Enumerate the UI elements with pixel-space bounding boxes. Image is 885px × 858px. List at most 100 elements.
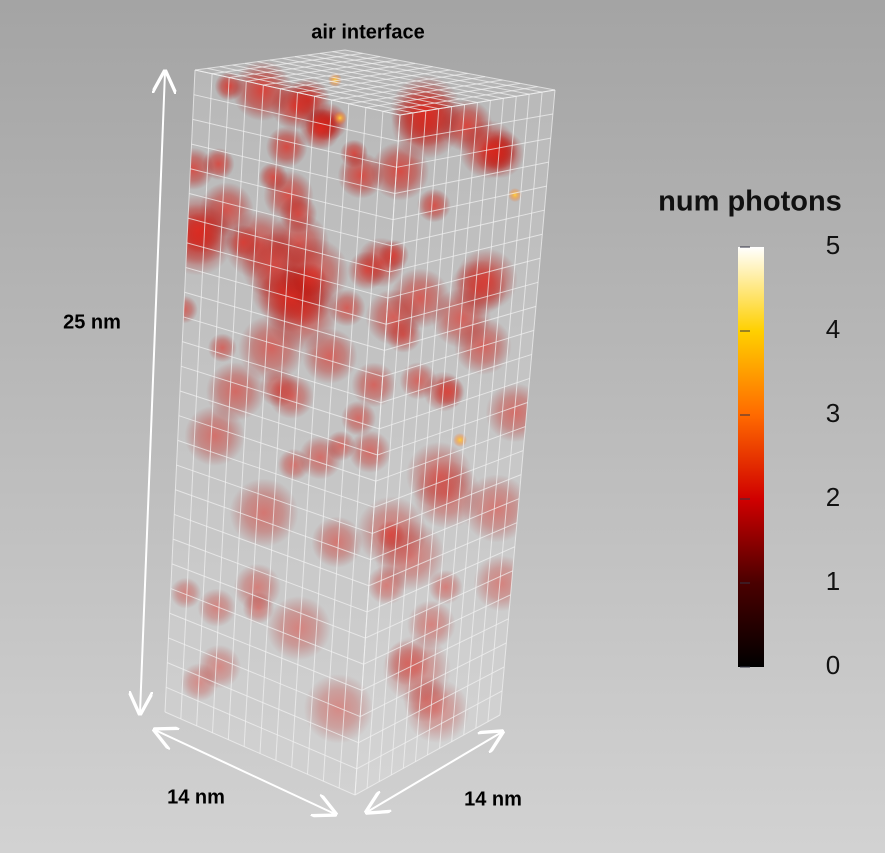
grid-line [175, 489, 371, 561]
colorbar-tick-label: 0 [826, 650, 840, 680]
width-arrow-left [155, 730, 335, 814]
grid-line [391, 209, 545, 247]
density-blob [347, 251, 387, 290]
box-top-face [195, 50, 555, 115]
grid-line [169, 612, 363, 691]
grid-line [178, 415, 376, 482]
grid-line [372, 474, 522, 534]
grid-line [359, 642, 507, 717]
grid-line [368, 522, 518, 587]
grid-line [232, 64, 439, 110]
density-blob [229, 478, 299, 548]
grid-line [177, 439, 375, 508]
grid-line [191, 143, 395, 194]
density-blob [170, 577, 202, 609]
colorbar [738, 247, 764, 667]
grid-line [186, 242, 389, 299]
grid-line [294, 56, 504, 99]
density-blob [458, 119, 519, 179]
density-blob [417, 188, 451, 223]
density-blob [351, 362, 397, 408]
colorbar-tick-label: 5 [826, 230, 840, 260]
grid-line [344, 49, 556, 91]
grid-line [394, 161, 549, 194]
density-blob [269, 373, 315, 420]
grid-line [382, 329, 534, 378]
grid-line [370, 498, 520, 561]
density-blob [405, 441, 473, 509]
density-blob [225, 224, 261, 260]
colorbar-title: num photons [658, 186, 842, 218]
density-blob [303, 673, 374, 744]
grid-line [361, 618, 509, 691]
grid-line [193, 94, 399, 142]
grid-line [379, 377, 530, 430]
grid-line [366, 546, 516, 613]
grid-line [184, 291, 385, 351]
density-blob [382, 635, 452, 704]
density-blob [428, 569, 463, 605]
density-blob [378, 239, 410, 271]
density-blob [370, 141, 430, 201]
colorbar-tick-label: 4 [826, 314, 840, 344]
grid-line [387, 257, 541, 299]
density-blob [340, 400, 377, 436]
density-blob [197, 644, 242, 689]
density-blob [367, 565, 407, 605]
density-blob [325, 430, 356, 462]
grid-line [244, 62, 452, 108]
grid-line [190, 168, 394, 221]
grid-line [172, 538, 368, 613]
density-blob [328, 289, 366, 327]
grid-line [185, 267, 387, 325]
height-label: 25 nm [63, 311, 121, 333]
hot-spot [508, 188, 522, 202]
density-blob [205, 361, 266, 422]
grid-line [319, 52, 530, 95]
grid-line [219, 66, 426, 112]
grid-line [189, 192, 392, 247]
grid-line [380, 353, 532, 404]
photon-density [165, 60, 545, 744]
density-blob [232, 60, 293, 122]
grid-line [332, 51, 543, 93]
grid-line [168, 637, 361, 718]
density-blob [258, 162, 288, 192]
grid-line [207, 67, 414, 114]
grid-line [187, 217, 390, 273]
grid-line [307, 54, 517, 97]
grid-line [174, 513, 370, 587]
grid-line [373, 450, 524, 508]
density-blob [197, 588, 236, 627]
grid-line [389, 233, 543, 273]
grid-line [396, 137, 551, 168]
density-blob [337, 152, 385, 199]
grid-line [182, 341, 382, 404]
grid-line [363, 594, 511, 665]
density-blob [279, 194, 318, 233]
colorbar-tick-label: 3 [826, 398, 840, 428]
grid-line [269, 59, 478, 103]
top-label: air interface [311, 21, 424, 43]
grid-line [384, 305, 537, 351]
width-right-label: 14 nm [464, 788, 522, 810]
grid-line [171, 563, 366, 639]
colorbar-tick-label: 2 [826, 482, 840, 512]
grid-line [170, 588, 364, 665]
hot-spot [453, 433, 467, 447]
grid-line [192, 118, 397, 168]
grid-line [194, 69, 401, 116]
density-blob [311, 516, 363, 568]
grid-line [377, 402, 528, 456]
grid-line [392, 185, 547, 221]
density-blob [184, 405, 245, 467]
grid-line [176, 464, 373, 534]
density-blob [348, 430, 392, 474]
density-blob [399, 362, 438, 400]
colorbar-tick-label: 1 [826, 566, 840, 596]
width-left-label: 14 nm [167, 786, 225, 808]
width-arrow-right [367, 732, 502, 812]
grid-line [365, 570, 513, 639]
